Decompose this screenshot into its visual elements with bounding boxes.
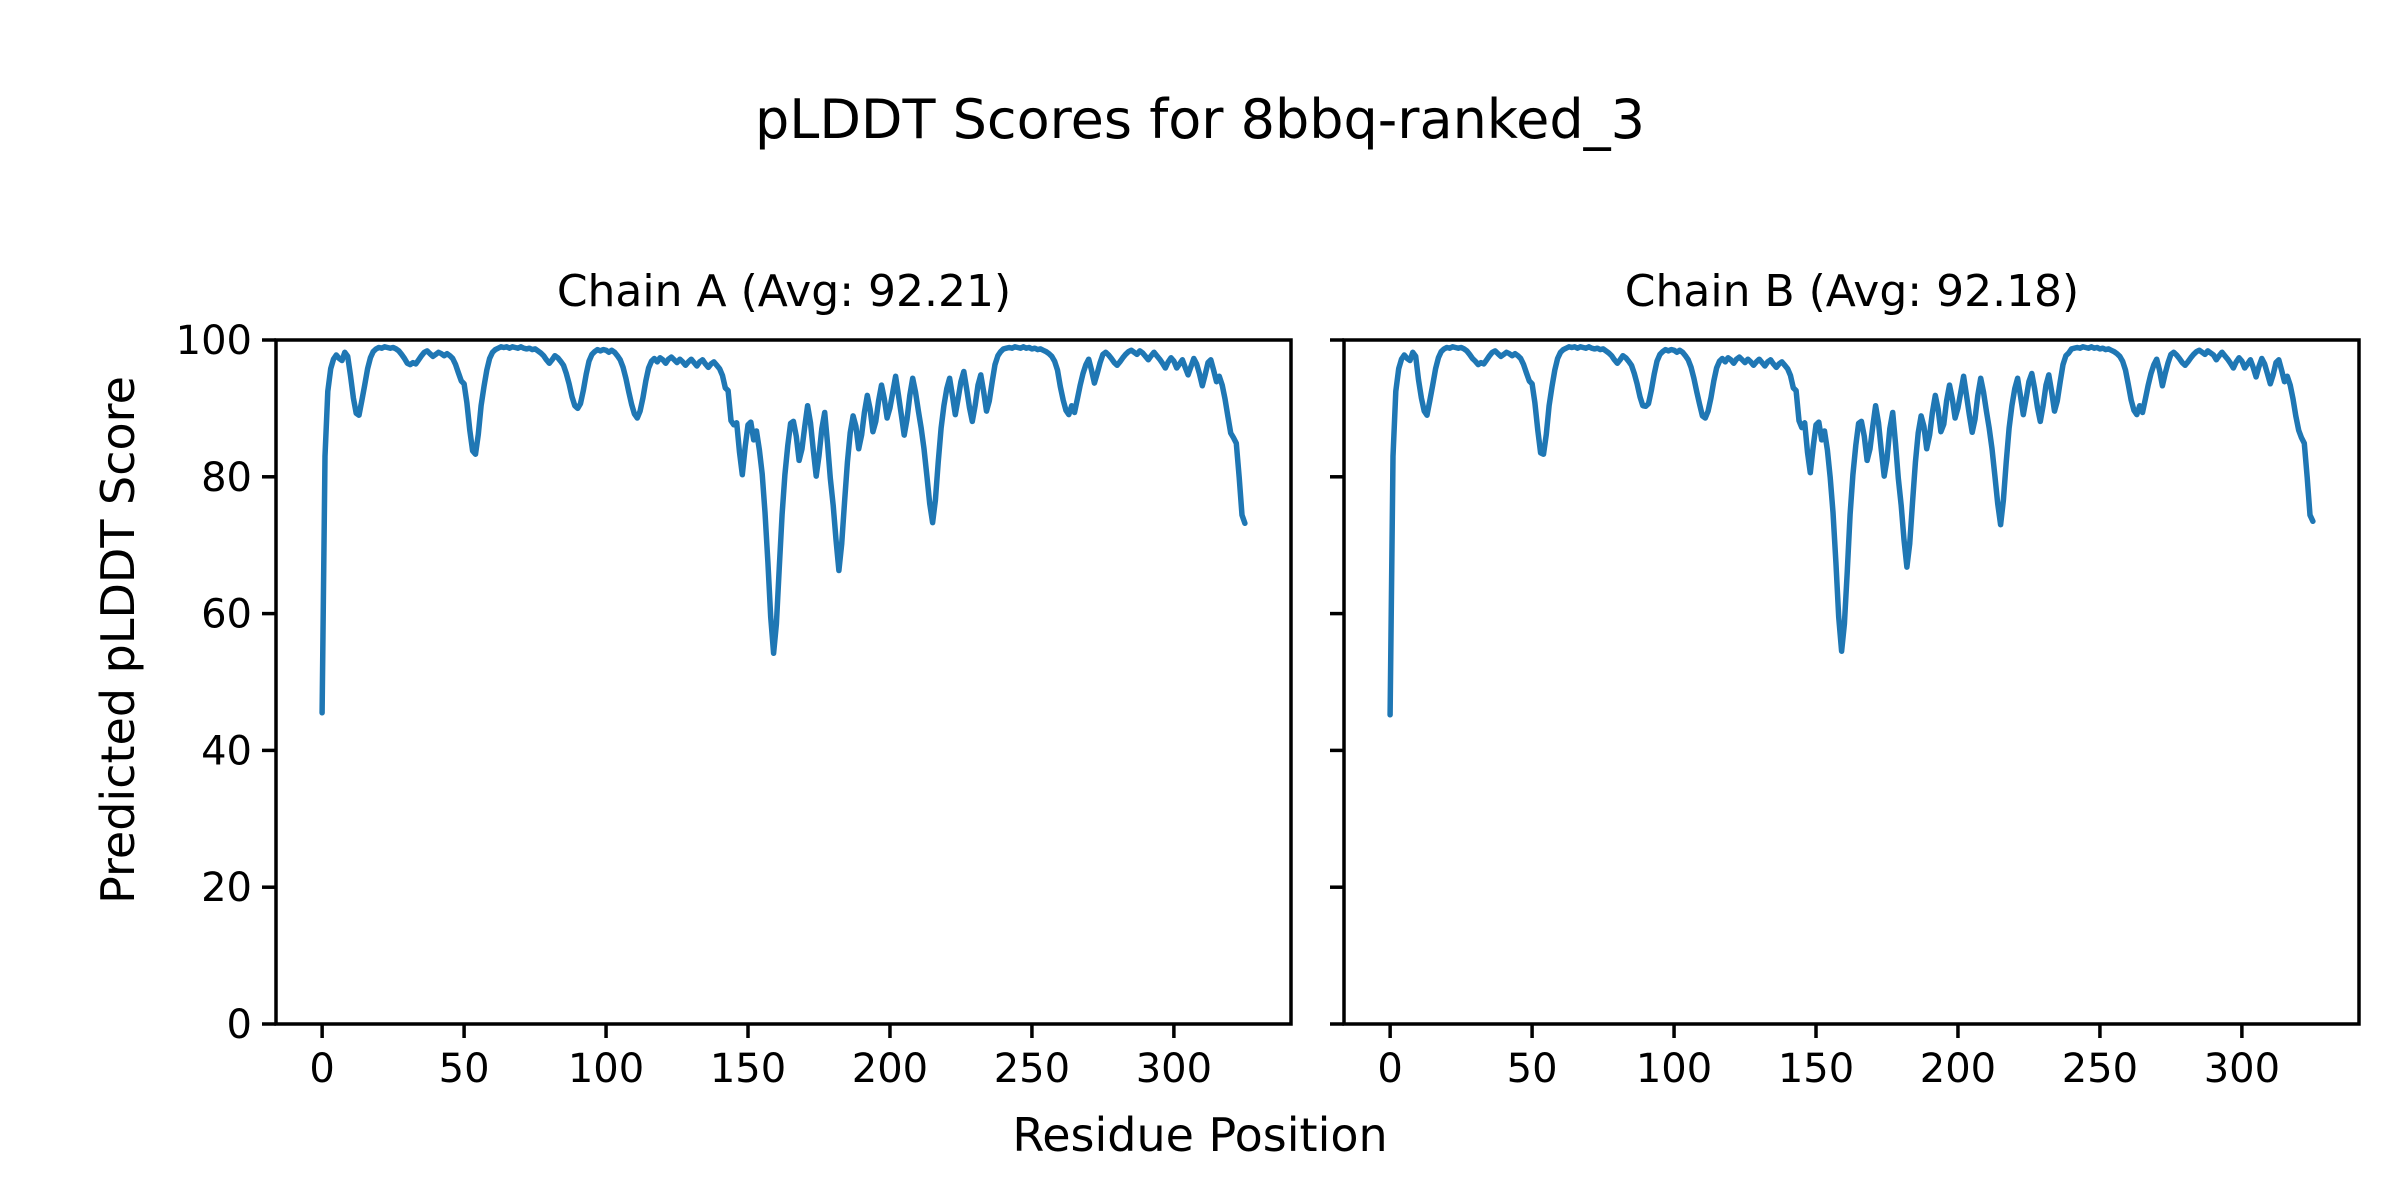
- x-tick-label: 150: [710, 1046, 786, 1092]
- x-tick-label: 100: [1636, 1046, 1712, 1092]
- subplot-a-title: Chain A (Avg: 92.21): [556, 266, 1012, 317]
- x-tick-label: 250: [2062, 1046, 2138, 1092]
- x-tick-label: 0: [1377, 1046, 1402, 1092]
- y-tick-label: 20: [201, 865, 252, 911]
- figure-title: pLDDT Scores for 8bbq-ranked_3: [754, 88, 1646, 151]
- y-tick-label: 0: [227, 1002, 252, 1048]
- plddt-line-chain-b: [1387, 344, 2316, 718]
- axes-frame: [1342, 338, 2361, 1026]
- x-tick-label: 150: [1778, 1046, 1854, 1092]
- y-tick-label: 60: [201, 592, 252, 638]
- x-tick-label: 200: [852, 1046, 928, 1092]
- x-tick-label: 0: [309, 1046, 334, 1092]
- x-tick-label: 50: [1507, 1046, 1558, 1092]
- plddt-line-chain-a: [319, 344, 1248, 716]
- y-tick-label: 100: [176, 318, 252, 364]
- x-tick-label: 300: [1136, 1046, 1212, 1092]
- x-tick-label: 250: [994, 1046, 1070, 1092]
- x-tick-label: 100: [568, 1046, 644, 1092]
- axes-frame: [274, 338, 1293, 1026]
- x-axis-label: Residue Position: [1012, 1108, 1388, 1162]
- y-axis-label: Predicted pLDDT Score: [91, 376, 145, 904]
- y-tick-label: 80: [201, 455, 252, 501]
- y-tick-label: 40: [201, 728, 252, 774]
- subplot-b-title: Chain B (Avg: 92.18): [1624, 266, 2080, 317]
- subplot-a: 0 50 100 150 200 250 300 0 20 40 60 80 100: [176, 318, 1293, 1092]
- subplot-b: 0 50 100 150 200 250 300: [1330, 338, 2361, 1092]
- x-tick-label: 50: [439, 1046, 490, 1092]
- x-tick-label: 300: [2204, 1046, 2280, 1092]
- x-tick-label: 200: [1920, 1046, 1996, 1092]
